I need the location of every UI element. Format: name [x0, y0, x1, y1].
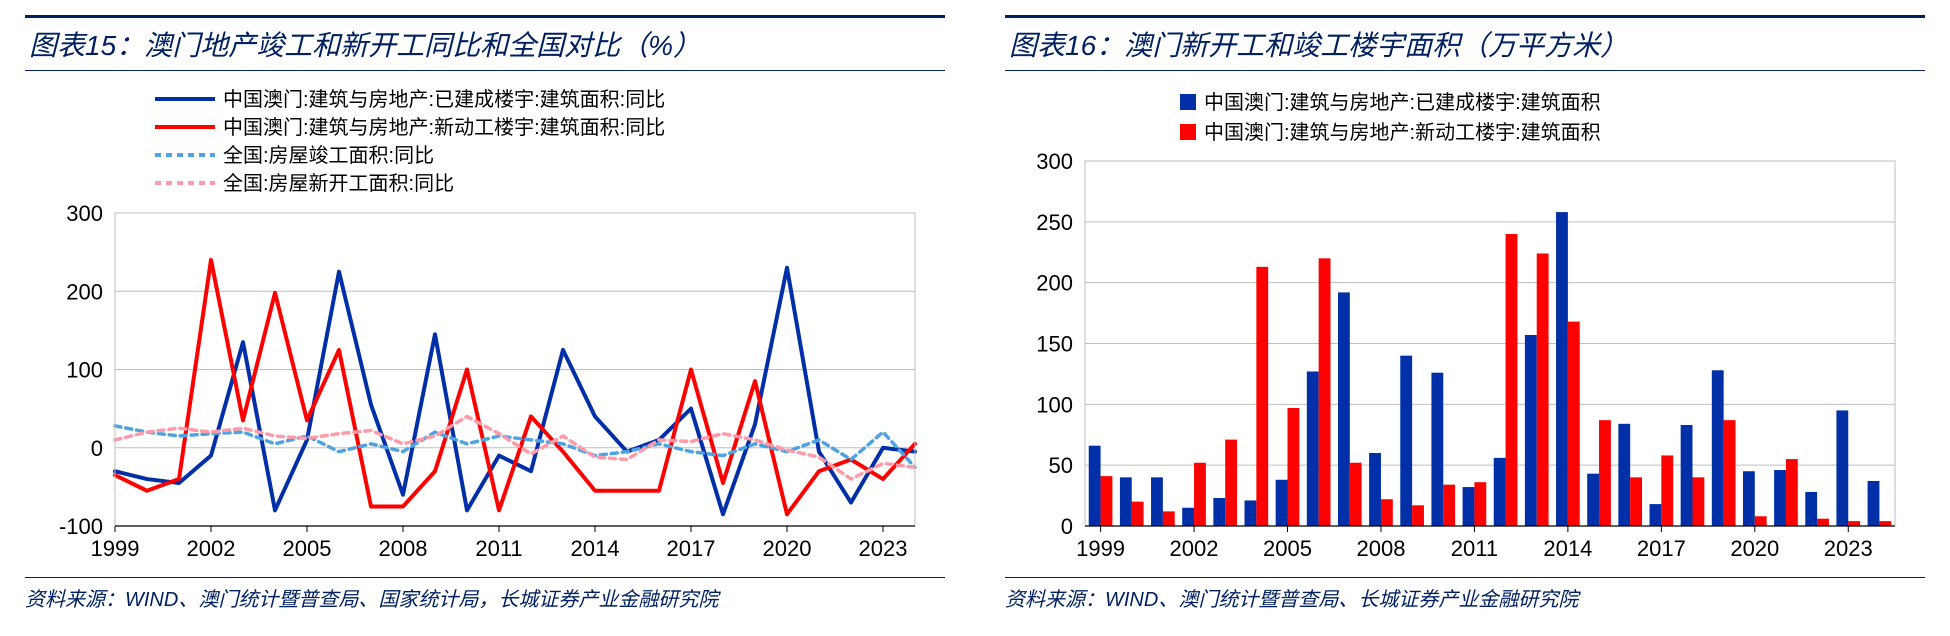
svg-text:250: 250 [1036, 210, 1073, 235]
right-panel-title: 图表16：澳门新开工和竣工楼宇面积（万平方米） [1005, 15, 1925, 71]
svg-text:2005: 2005 [283, 536, 332, 561]
left-chart: 中国澳门:建筑与房地产:已建成楼宇:建筑面积:同比中国澳门:建筑与房地产:新动工… [25, 81, 945, 571]
svg-text:中国澳门:建筑与房地产:已建成楼宇:建筑面积: 中国澳门:建筑与房地产:已建成楼宇:建筑面积 [1204, 91, 1601, 114]
svg-text:0: 0 [91, 436, 103, 461]
svg-text:中国澳门:建筑与房地产:新动工楼宇:建筑面积: 中国澳门:建筑与房地产:新动工楼宇:建筑面积 [1204, 121, 1601, 144]
left-panel-title: 图表15：澳门地产竣工和新开工同比和全国对比（%） [25, 15, 945, 71]
svg-text:2005: 2005 [1263, 536, 1312, 561]
svg-text:200: 200 [66, 279, 103, 304]
svg-text:中国澳门:建筑与房地产:已建成楼宇:建筑面积:同比: 中国澳门:建筑与房地产:已建成楼宇:建筑面积:同比 [223, 88, 665, 111]
svg-text:2017: 2017 [667, 536, 716, 561]
right-panel-footer: 资料来源：WIND、澳门统计暨普查局、长城证券产业金融研究院 [1005, 577, 1925, 612]
svg-text:全国:房屋竣工面积:同比: 全国:房屋竣工面积:同比 [223, 144, 434, 167]
svg-text:1999: 1999 [91, 536, 140, 561]
svg-text:1999: 1999 [1076, 536, 1125, 561]
right-panel: 图表16：澳门新开工和竣工楼宇面积（万平方米） 中国澳门:建筑与房地产:已建成楼… [1005, 15, 1925, 612]
svg-text:300: 300 [1036, 149, 1073, 174]
svg-text:100: 100 [66, 358, 103, 383]
svg-text:150: 150 [1036, 332, 1073, 357]
svg-text:2020: 2020 [763, 536, 812, 561]
left-panel: 图表15：澳门地产竣工和新开工同比和全国对比（%） 中国澳门:建筑与房地产:已建… [25, 15, 945, 612]
svg-text:2023: 2023 [1824, 536, 1873, 561]
svg-text:0: 0 [1061, 514, 1073, 539]
svg-text:2008: 2008 [1356, 536, 1405, 561]
svg-text:200: 200 [1036, 271, 1073, 296]
svg-text:50: 50 [1049, 453, 1073, 478]
svg-text:2002: 2002 [187, 536, 236, 561]
svg-text:全国:房屋新开工面积:同比: 全国:房屋新开工面积:同比 [223, 172, 454, 195]
svg-text:中国澳门:建筑与房地产:新动工楼宇:建筑面积:同比: 中国澳门:建筑与房地产:新动工楼宇:建筑面积:同比 [223, 116, 665, 139]
left-panel-footer: 资料来源：WIND、澳门统计暨普查局、国家统计局，长城证券产业金融研究院 [25, 577, 945, 612]
right-chart: 中国澳门:建筑与房地产:已建成楼宇:建筑面积中国澳门:建筑与房地产:新动工楼宇:… [1005, 81, 1925, 571]
svg-text:2014: 2014 [571, 536, 620, 561]
svg-text:2017: 2017 [1637, 536, 1686, 561]
svg-text:300: 300 [66, 201, 103, 226]
svg-text:2023: 2023 [859, 536, 908, 561]
svg-text:2002: 2002 [1170, 536, 1219, 561]
svg-text:2014: 2014 [1543, 536, 1592, 561]
svg-text:2011: 2011 [475, 536, 522, 561]
svg-text:100: 100 [1036, 392, 1073, 417]
svg-text:2011: 2011 [1451, 536, 1498, 561]
svg-text:2020: 2020 [1730, 536, 1779, 561]
svg-text:2008: 2008 [379, 536, 428, 561]
